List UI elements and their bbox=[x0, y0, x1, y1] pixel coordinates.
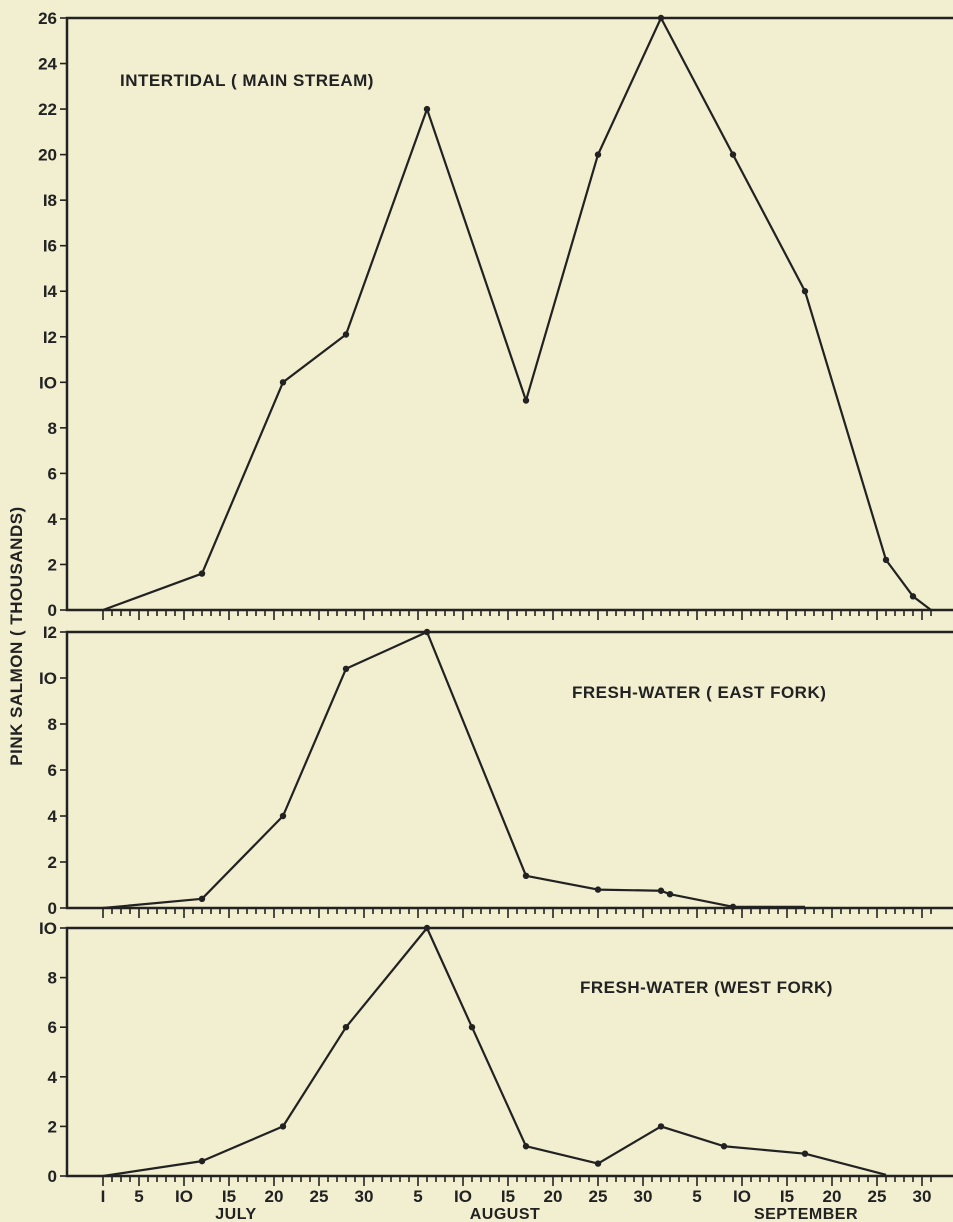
x-tick-label: 5 bbox=[413, 1187, 422, 1206]
y-tick-label: 8 bbox=[48, 715, 57, 734]
data-point bbox=[910, 593, 916, 599]
y-tick-label: 4 bbox=[48, 1068, 58, 1087]
data-point bbox=[802, 1150, 808, 1156]
data-point bbox=[424, 629, 430, 635]
y-tick-label: I8 bbox=[43, 191, 57, 210]
data-point bbox=[658, 1123, 664, 1129]
y-tick-label: 4 bbox=[48, 510, 58, 529]
y-tick-label: I2 bbox=[43, 623, 57, 642]
x-tick-label: I5 bbox=[222, 1187, 236, 1206]
x-tick-label: 5 bbox=[692, 1187, 701, 1206]
y-tick-label: 6 bbox=[48, 761, 57, 780]
y-tick-label: 8 bbox=[48, 969, 57, 988]
y-tick-label: I2 bbox=[43, 328, 57, 347]
data-point bbox=[658, 888, 664, 894]
x-tick-label: 30 bbox=[355, 1187, 374, 1206]
data-point bbox=[595, 886, 601, 892]
data-point bbox=[523, 397, 529, 403]
data-point bbox=[595, 1160, 601, 1166]
data-point bbox=[469, 1024, 475, 1030]
panel-title: FRESH-WATER ( EAST FORK) bbox=[572, 683, 826, 702]
data-point bbox=[658, 15, 664, 21]
data-point bbox=[424, 106, 430, 112]
x-tick-label: 30 bbox=[913, 1187, 932, 1206]
x-tick-label: 25 bbox=[589, 1187, 608, 1206]
x-tick-label: 25 bbox=[868, 1187, 887, 1206]
month-label-september: SEPTEMBER bbox=[754, 1206, 858, 1222]
y-tick-label: 0 bbox=[48, 1167, 57, 1186]
panel-title: INTERTIDAL ( MAIN STREAM) bbox=[120, 71, 374, 90]
y-tick-label: IO bbox=[39, 919, 57, 938]
data-point bbox=[721, 1143, 727, 1149]
data-point bbox=[730, 904, 736, 910]
y-tick-label: 2 bbox=[48, 555, 57, 574]
y-tick-label: 24 bbox=[38, 55, 57, 74]
data-point bbox=[199, 570, 205, 576]
data-point bbox=[595, 151, 601, 157]
y-tick-label: IO bbox=[39, 669, 57, 688]
x-tick-label: 25 bbox=[310, 1187, 329, 1206]
y-tick-label: 0 bbox=[48, 601, 57, 620]
data-point bbox=[280, 379, 286, 385]
data-point bbox=[343, 666, 349, 672]
y-tick-label: 0 bbox=[48, 899, 57, 918]
x-tick-label: IO bbox=[454, 1187, 472, 1206]
y-tick-label: I4 bbox=[43, 282, 58, 301]
data-point bbox=[802, 288, 808, 294]
data-point bbox=[343, 331, 349, 337]
x-tick-label: I5 bbox=[501, 1187, 515, 1206]
y-tick-label: 22 bbox=[38, 100, 57, 119]
data-point bbox=[730, 151, 736, 157]
x-tick-label: I bbox=[101, 1187, 106, 1206]
data-point bbox=[343, 1024, 349, 1030]
y-tick-label: 6 bbox=[48, 1018, 57, 1037]
x-tick-label: 30 bbox=[634, 1187, 653, 1206]
data-point bbox=[523, 873, 529, 879]
y-tick-label: 2 bbox=[48, 1117, 57, 1136]
month-label-july: JULY bbox=[215, 1206, 256, 1222]
y-tick-label: I6 bbox=[43, 237, 57, 256]
data-point bbox=[199, 1158, 205, 1164]
x-tick-label: 20 bbox=[265, 1187, 284, 1206]
x-tick-label: I5 bbox=[780, 1187, 794, 1206]
data-point bbox=[199, 896, 205, 902]
x-tick-label: 20 bbox=[544, 1187, 563, 1206]
y-tick-label: 20 bbox=[38, 146, 57, 165]
x-tick-label: 20 bbox=[823, 1187, 842, 1206]
data-point bbox=[523, 1143, 529, 1149]
y-axis-title: PINK SALMON ( THOUSANDS) bbox=[7, 506, 26, 765]
x-tick-label: 5 bbox=[134, 1187, 143, 1206]
y-tick-label: 8 bbox=[48, 419, 57, 438]
y-tick-label: 2 bbox=[48, 853, 57, 872]
x-tick-label: IO bbox=[733, 1187, 751, 1206]
y-tick-label: 26 bbox=[38, 9, 57, 28]
month-label-august: AUGUST bbox=[470, 1206, 541, 1222]
y-tick-label: 6 bbox=[48, 464, 57, 483]
y-tick-label: IO bbox=[39, 373, 57, 392]
data-point bbox=[883, 557, 889, 563]
data-point bbox=[280, 1123, 286, 1129]
data-point bbox=[424, 925, 430, 931]
y-tick-label: 4 bbox=[48, 807, 58, 826]
data-point bbox=[667, 891, 673, 897]
panel-title: FRESH-WATER (WEST FORK) bbox=[580, 978, 833, 997]
x-tick-label: IO bbox=[175, 1187, 193, 1206]
data-point bbox=[280, 813, 286, 819]
